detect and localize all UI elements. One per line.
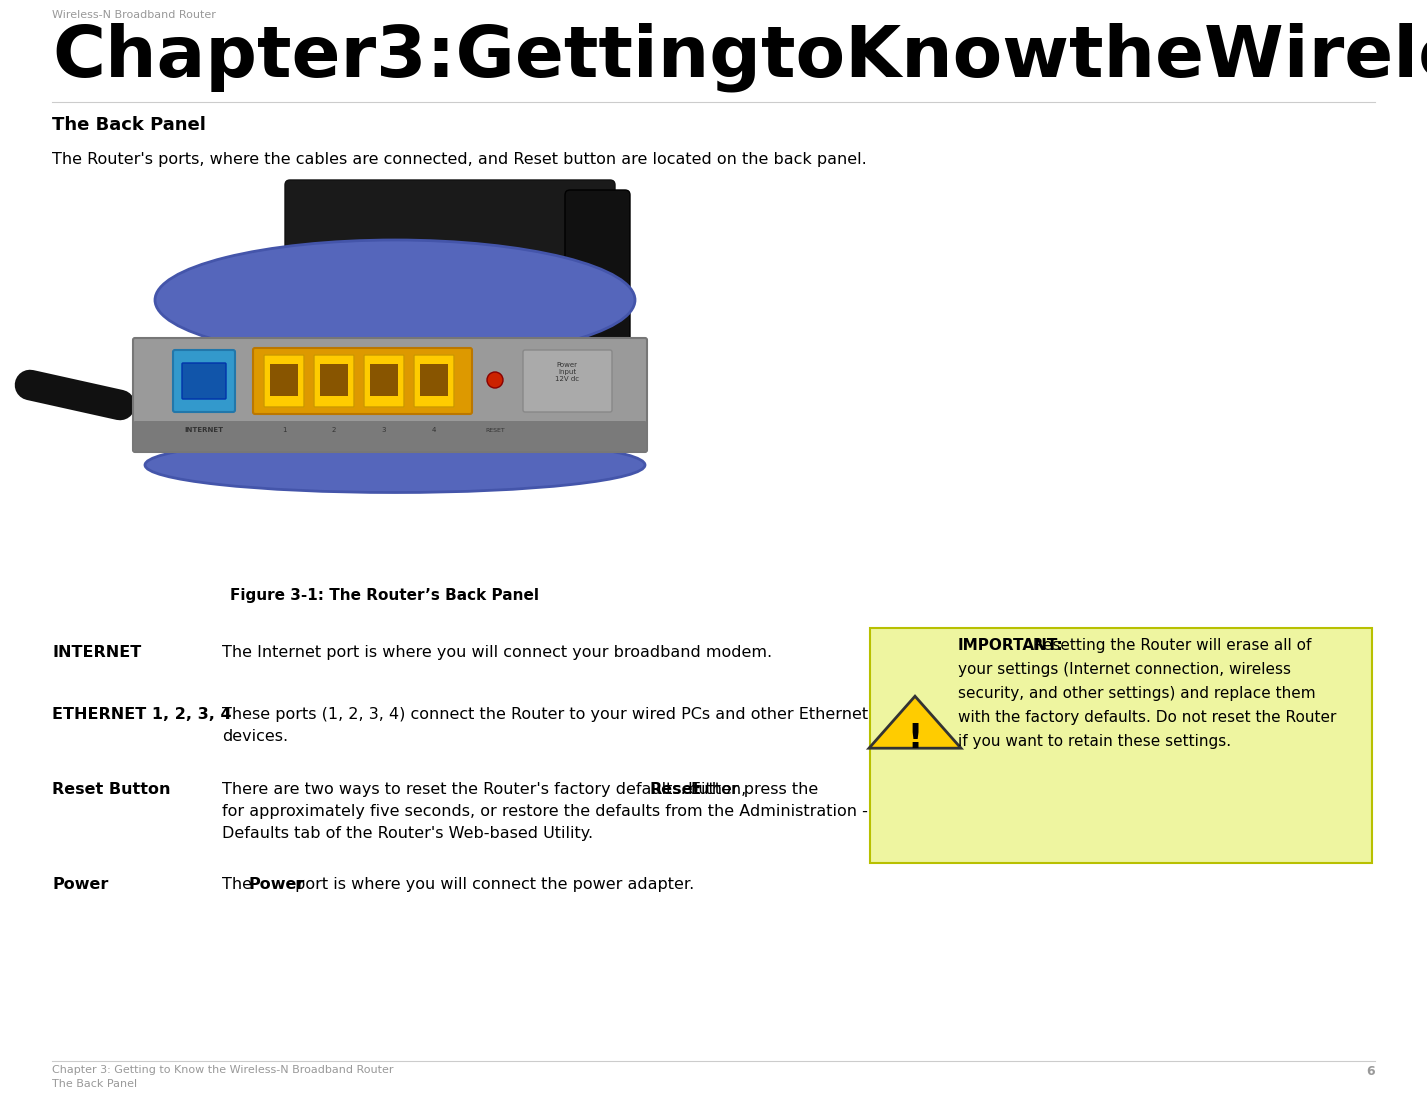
Text: INTERNET: INTERNET [184, 427, 224, 433]
Text: The Back Panel: The Back Panel [51, 1079, 137, 1089]
FancyBboxPatch shape [524, 350, 612, 412]
Text: IMPORTANT:: IMPORTANT: [958, 638, 1063, 653]
Text: Resetting the Router will erase all of: Resetting the Router will erase all of [1027, 638, 1311, 653]
FancyBboxPatch shape [870, 628, 1371, 864]
Text: Chapter 3: Getting to Know the Wireless-N Broadband Router: Chapter 3: Getting to Know the Wireless-… [51, 1065, 394, 1075]
Text: Power
Input
12V dc: Power Input 12V dc [555, 362, 579, 382]
Text: Reset Button: Reset Button [51, 782, 170, 797]
Text: Power: Power [51, 877, 108, 892]
FancyBboxPatch shape [183, 363, 225, 399]
Text: Defaults tab of the Router's Web-based Utility.: Defaults tab of the Router's Web-based U… [223, 826, 594, 842]
FancyBboxPatch shape [565, 190, 629, 385]
Text: devices.: devices. [223, 729, 288, 744]
Text: if you want to retain these settings.: if you want to retain these settings. [958, 734, 1232, 749]
Text: 4: 4 [432, 427, 437, 433]
Text: ETHERNET 1, 2, 3, 4: ETHERNET 1, 2, 3, 4 [51, 707, 231, 722]
Text: INTERNET: INTERNET [51, 645, 141, 660]
Ellipse shape [156, 240, 635, 360]
FancyBboxPatch shape [133, 338, 646, 452]
Text: The Router's ports, where the cables are connected, and Reset button are located: The Router's ports, where the cables are… [51, 152, 866, 167]
Text: Wireless-N Broadband Router: Wireless-N Broadband Router [51, 10, 215, 20]
Text: These ports (1, 2, 3, 4) connect the Router to your wired PCs and other Ethernet: These ports (1, 2, 3, 4) connect the Rou… [223, 707, 939, 722]
FancyBboxPatch shape [414, 355, 454, 407]
Text: 6: 6 [1367, 1065, 1376, 1078]
Text: !: ! [908, 722, 923, 755]
FancyBboxPatch shape [364, 355, 404, 407]
FancyBboxPatch shape [270, 364, 298, 396]
Text: 2: 2 [332, 427, 337, 433]
Text: security, and other settings) and replace them: security, and other settings) and replac… [958, 686, 1316, 701]
Text: There are two ways to reset the Router's factory defaults. Either press the: There are two ways to reset the Router's… [223, 782, 823, 797]
Text: Figure 3-1: The Router’s Back Panel: Figure 3-1: The Router’s Back Panel [231, 588, 539, 603]
Text: your settings (Internet connection, wireless: your settings (Internet connection, wire… [958, 662, 1291, 676]
Text: The Back Panel: The Back Panel [51, 116, 205, 134]
Circle shape [487, 372, 502, 388]
Text: with the factory defaults. Do not reset the Router: with the factory defaults. Do not reset … [958, 710, 1336, 725]
Text: port is where you will connect the power adapter.: port is where you will connect the power… [290, 877, 695, 892]
FancyBboxPatch shape [370, 364, 398, 396]
FancyBboxPatch shape [285, 180, 615, 365]
FancyBboxPatch shape [253, 348, 472, 414]
Text: RESET: RESET [485, 428, 505, 432]
Ellipse shape [146, 438, 645, 493]
Text: 1: 1 [281, 427, 287, 433]
FancyBboxPatch shape [134, 421, 646, 451]
Text: 3: 3 [382, 427, 387, 433]
Text: The: The [223, 877, 257, 892]
FancyBboxPatch shape [420, 364, 448, 396]
Text: The Internet port is where you will connect your broadband modem.: The Internet port is where you will conn… [223, 645, 772, 660]
Text: for approximately five seconds, or restore the defaults from the Administration : for approximately five seconds, or resto… [223, 804, 932, 820]
Text: Chapter3:GettingtoKnowtheWireless-NBroadbandRouter: Chapter3:GettingtoKnowtheWireless-NBroad… [51, 22, 1427, 91]
Text: Power: Power [248, 877, 304, 892]
FancyBboxPatch shape [173, 350, 235, 412]
FancyBboxPatch shape [320, 364, 348, 396]
Polygon shape [869, 696, 960, 748]
FancyBboxPatch shape [314, 355, 354, 407]
Text: Reset: Reset [649, 782, 701, 797]
FancyBboxPatch shape [264, 355, 304, 407]
Text: button,: button, [684, 782, 746, 797]
